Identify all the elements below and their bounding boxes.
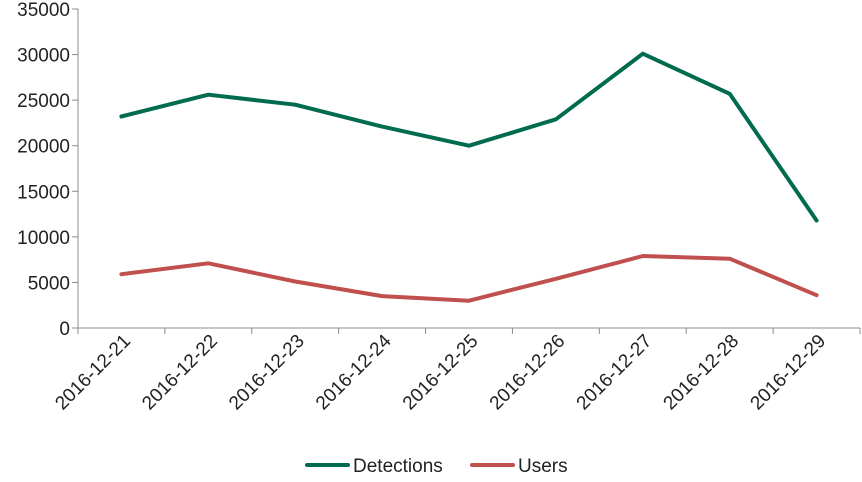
y-tick-label: 0	[59, 319, 70, 340]
x-tick-label: 2016-12-28	[660, 331, 744, 415]
y-tick-label: 5000	[28, 273, 70, 294]
y-tick-label: 10000	[17, 228, 70, 249]
series-layer	[119, 51, 819, 303]
x-tick-label: 2016-12-24	[312, 330, 396, 414]
y-tick-label: 15000	[17, 182, 70, 203]
y-tick-label: 25000	[17, 91, 70, 112]
y-tick-label: 20000	[17, 137, 70, 158]
y-tick-label: 35000	[17, 0, 70, 21]
y-tick-label: 30000	[17, 46, 70, 67]
legend-label-detections: Detections	[353, 456, 443, 477]
series-line-detections	[119, 51, 819, 223]
legend-label-users: Users	[518, 456, 568, 477]
y-axis-ticks: 0 5000 10000 15000 20000 25000 30000 35000	[17, 0, 78, 340]
x-tick-label: 2016-12-26	[486, 331, 570, 415]
x-axis-ticks: 2016-12-21 2016-12-22 2016-12-23 2016-12-24…	[51, 328, 861, 415]
x-tick-label: 2016-12-27	[573, 331, 657, 415]
series-line-users	[119, 254, 819, 303]
legend: Detections Users	[305, 456, 568, 477]
x-tick-label: 2016-12-25	[399, 331, 483, 415]
x-tick-label: 2016-12-21	[51, 331, 135, 415]
x-tick-label: 2016-12-29	[747, 331, 831, 415]
x-tick-label: 2016-12-23	[225, 331, 309, 415]
x-tick-label: 2016-12-22	[138, 331, 222, 415]
